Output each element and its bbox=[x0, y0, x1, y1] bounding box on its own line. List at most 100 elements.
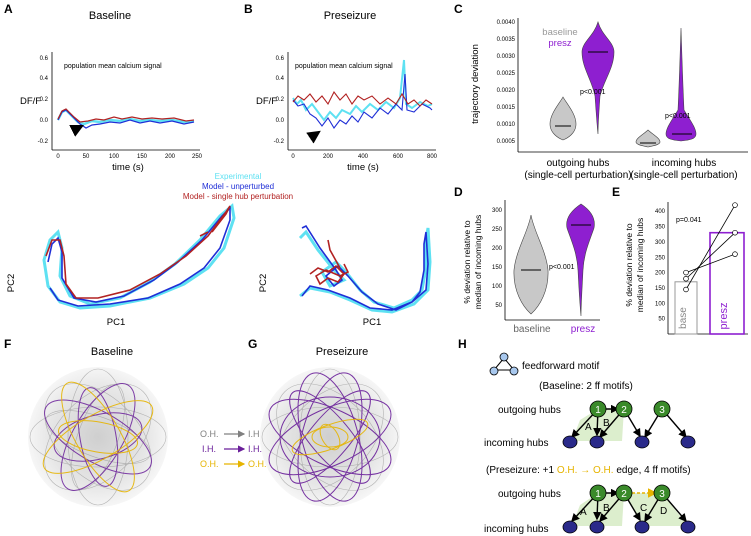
c-ytick-4: 0.0020 bbox=[497, 88, 516, 94]
edge-legend-oh-ih-from: O.H. bbox=[200, 429, 219, 439]
c-group2-line1: incoming hubs bbox=[652, 158, 716, 169]
c-legend-presz: presz bbox=[548, 38, 571, 49]
d-ylabel-1: % deviation relative to bbox=[462, 220, 472, 303]
legend-perturbation: Model - single hub perturbation bbox=[183, 192, 293, 201]
b-xtick-0: 0 bbox=[291, 154, 295, 160]
d-ylabel-2: median of incoming hubs bbox=[473, 215, 483, 310]
a-xtick-3: 150 bbox=[137, 154, 148, 160]
panel-d-axes bbox=[504, 200, 600, 321]
panel-label-d: D bbox=[454, 185, 463, 199]
panel-label-a: A bbox=[4, 2, 13, 16]
c-ytick-2: 0.0030 bbox=[497, 54, 516, 60]
d-ytick-0: 300 bbox=[492, 208, 503, 214]
panel-label-g: G bbox=[248, 337, 257, 351]
panel-e-bars bbox=[674, 231, 745, 335]
c-ytick-7: 0.0005 bbox=[497, 139, 516, 145]
h-p-letter-c: C bbox=[640, 503, 647, 514]
panel-c-ylabel: trajectory deviation bbox=[470, 44, 481, 124]
pca-b-unperturbed bbox=[301, 224, 429, 311]
e-ytick-4: 200 bbox=[655, 271, 666, 277]
h-presz-cap-oh1: O.H. bbox=[557, 465, 578, 476]
pca-preseizure bbox=[298, 224, 432, 314]
panel-a-ylabel: DF/F bbox=[20, 96, 41, 107]
pca-a-experimental bbox=[42, 203, 236, 310]
c-legend-baseline: baseline bbox=[542, 27, 577, 38]
e-pair-point-0-1 bbox=[732, 202, 738, 208]
b-ytick-1: 0.4 bbox=[276, 76, 285, 82]
pca-baseline bbox=[42, 203, 236, 310]
h-p-letter-a: A bbox=[580, 507, 587, 518]
c-violin-in-presz bbox=[665, 27, 697, 142]
a-trace-perturbed bbox=[57, 108, 195, 123]
e-pair-point-1-1 bbox=[732, 229, 738, 236]
d-p: p<0.001 bbox=[549, 264, 575, 271]
panel-g-title: Preseizure bbox=[316, 346, 369, 358]
b-xtick-2: 400 bbox=[358, 154, 369, 160]
panel-a-annotation: population mean calcium signal bbox=[64, 63, 162, 70]
e-pair-line-0 bbox=[685, 204, 736, 290]
b-xtick-1: 200 bbox=[323, 154, 334, 160]
c-group1-line2: (single-cell perturbation) bbox=[524, 170, 631, 181]
b-arrow bbox=[306, 130, 321, 144]
h-b-node-3: 3 bbox=[659, 405, 665, 416]
e-ytick-6: 100 bbox=[655, 301, 666, 307]
h-motif-icon bbox=[489, 352, 519, 376]
panel-c-yticks: 0.0040 0.0035 0.0030 0.0025 0.0020 0.001… bbox=[497, 20, 516, 145]
h-b-node-1: 1 bbox=[595, 405, 601, 416]
a-xtick-5: 250 bbox=[192, 154, 203, 160]
h-p-incoming-label: incoming hubs bbox=[484, 524, 548, 535]
edge-legend-oh-oh-from: O.H. bbox=[200, 459, 219, 469]
a-xtick-1: 50 bbox=[83, 154, 90, 160]
a-xtick-0: 0 bbox=[56, 154, 60, 160]
h-presz-cap-end: edge, 4 ff motifs) bbox=[614, 465, 691, 476]
legend-unperturbed: Model - unperturbed bbox=[202, 182, 274, 191]
a-trace-unperturbed bbox=[57, 109, 195, 129]
panel-b-title: Preseizure bbox=[324, 10, 377, 22]
c-ytick-1: 0.0035 bbox=[497, 37, 516, 43]
b-ytick-0: 0.6 bbox=[276, 56, 285, 62]
e-ylabel-1: % deviation relative to bbox=[624, 223, 634, 306]
h-b-node-2: 2 bbox=[621, 405, 627, 416]
panel-label-h: H bbox=[458, 337, 467, 351]
d-xlabel-presz: presz bbox=[571, 324, 595, 335]
a-xtick-4: 200 bbox=[165, 154, 176, 160]
a-ytick-0: 0.6 bbox=[40, 56, 49, 62]
h-baseline-diagram: 1 2 3 A B bbox=[562, 400, 696, 449]
pca-b-pc2: PC2 bbox=[258, 274, 269, 292]
a-ytick-1: 0.4 bbox=[40, 76, 49, 82]
h-presz-cap-arrow: → bbox=[577, 465, 593, 476]
h-b-incoming-label: incoming hubs bbox=[484, 438, 548, 449]
panel-a-yticks: 0.6 0.4 0.2 0.0 -0.2 bbox=[38, 56, 49, 145]
d-ytick-2: 200 bbox=[492, 246, 503, 252]
b-xtick-3: 600 bbox=[393, 154, 404, 160]
edge-legend-oh-oh-to: O.H. bbox=[248, 459, 267, 469]
c-violin-out-baseline bbox=[549, 96, 577, 141]
b-trace-perturbed bbox=[292, 90, 433, 107]
b-xtick-4: 800 bbox=[427, 154, 438, 160]
a-xtick-2: 100 bbox=[109, 154, 120, 160]
panel-d-violins bbox=[513, 203, 595, 317]
panel-b-traces bbox=[292, 59, 433, 144]
panel-label-b: B bbox=[244, 2, 253, 16]
e-pair-point-0-0 bbox=[683, 286, 689, 293]
h-p-letter-b: B bbox=[603, 503, 610, 514]
panel-b-annotation: population mean calcium signal bbox=[295, 63, 393, 70]
b-ytick-3: 0.0 bbox=[276, 118, 285, 124]
panel-a-xticks: 0 50 100 150 200 250 bbox=[56, 154, 202, 160]
panel-c-axes bbox=[517, 18, 748, 153]
panel-label-c: C bbox=[454, 2, 463, 16]
pca-a-pc2: PC2 bbox=[6, 274, 17, 292]
c-p-in: p<0.001 bbox=[665, 113, 691, 120]
legend-experimental: Experimental bbox=[215, 172, 262, 181]
edge-legend-ih-ih-to: I.H. bbox=[248, 444, 262, 454]
panel-c-violins bbox=[549, 20, 697, 148]
a-ytick-3: 0.0 bbox=[40, 118, 49, 124]
e-ytick-0: 400 bbox=[655, 209, 666, 215]
pca-b-experimental bbox=[298, 227, 432, 314]
e-bar-base-label: base bbox=[678, 307, 689, 329]
panel-a-title: Baseline bbox=[89, 10, 131, 22]
c-ytick-0: 0.0040 bbox=[497, 20, 516, 26]
e-pair-point-2-1 bbox=[732, 251, 738, 257]
c-violin-in-baseline bbox=[635, 129, 661, 148]
